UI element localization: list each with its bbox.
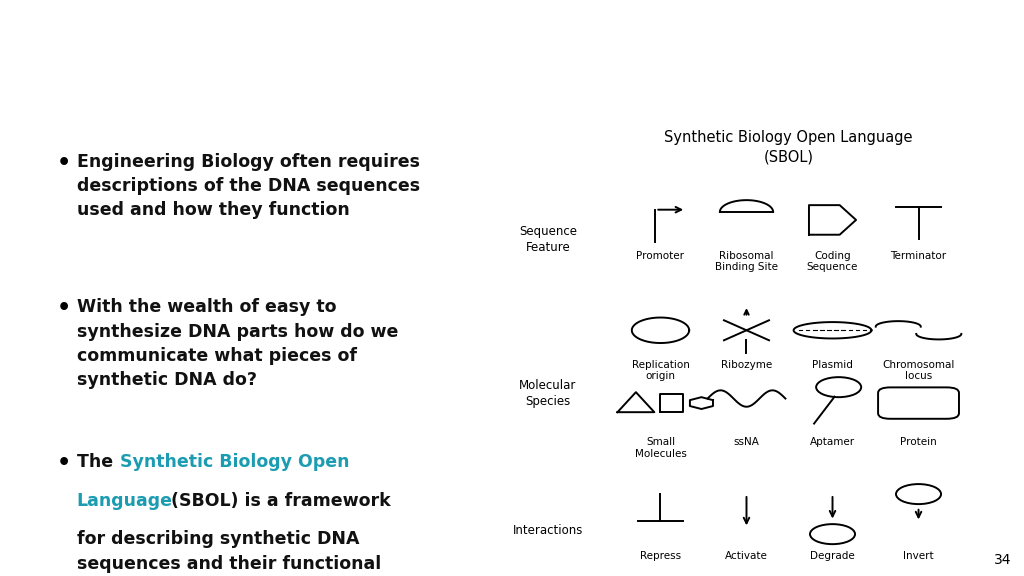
Text: •: • — [56, 153, 71, 173]
Text: Aptamer: Aptamer — [810, 437, 855, 447]
Text: Small
Molecules: Small Molecules — [635, 437, 686, 459]
Text: Degrade: Degrade — [810, 551, 855, 561]
Text: •: • — [56, 453, 71, 473]
Text: 34: 34 — [994, 553, 1012, 567]
Text: Molecular
Species: Molecular Species — [519, 380, 577, 408]
Text: Invert: Invert — [903, 551, 934, 561]
Text: Terminator: Terminator — [891, 251, 946, 261]
Text: Coding
Sequence: Coding Sequence — [807, 251, 858, 272]
Text: for describing synthetic DNA
sequences and their functional
relationships: for describing synthetic DNA sequences a… — [77, 530, 381, 576]
Text: The: The — [77, 453, 119, 471]
Text: Chromosomal
locus: Chromosomal locus — [883, 360, 954, 381]
Text: Activate: Activate — [725, 551, 768, 561]
Text: Language: Language — [77, 492, 173, 510]
Text: •: • — [56, 298, 71, 319]
Text: Promoter: Promoter — [637, 251, 684, 261]
Text: (SBOL) is a framework: (SBOL) is a framework — [171, 492, 390, 510]
Text: Replication
origin: Replication origin — [632, 360, 689, 381]
Text: Engineering Biology often requires
descriptions of the DNA sequences
used and ho: Engineering Biology often requires descr… — [77, 153, 420, 219]
Text: Ribozyme: Ribozyme — [721, 360, 772, 370]
Text: Interactions: Interactions — [513, 524, 583, 537]
Text: Repress: Repress — [640, 551, 681, 561]
Text: Engineering DNA:: Engineering DNA: — [23, 34, 384, 68]
Text: Ribosomal
Binding Site: Ribosomal Binding Site — [715, 251, 778, 272]
Text: ssNA: ssNA — [733, 437, 760, 447]
Text: With the wealth of easy to
synthesize DNA parts how do we
communicate what piece: With the wealth of easy to synthesize DN… — [77, 298, 398, 389]
Text: Synthetic Biology Open Language
(SBOL): Synthetic Biology Open Language (SBOL) — [665, 130, 912, 165]
Text: Protein: Protein — [900, 437, 937, 447]
Text: Synthetic Biology Open: Synthetic Biology Open — [120, 453, 349, 471]
Text: Plasmid: Plasmid — [812, 360, 853, 370]
Text: Sequence
Feature: Sequence Feature — [519, 225, 577, 254]
Text: Standardized depiction of gene circuits: Standardized depiction of gene circuits — [23, 77, 825, 111]
